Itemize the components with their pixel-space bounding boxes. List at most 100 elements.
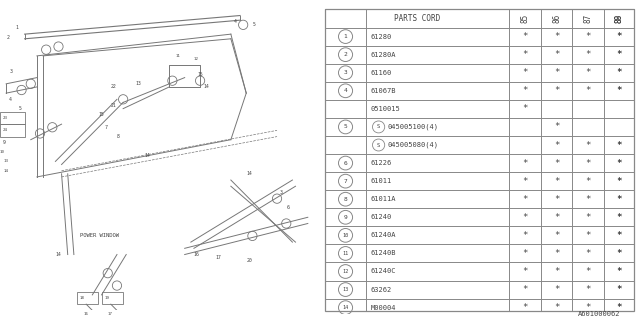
Text: *: * — [616, 303, 621, 312]
Text: *: * — [554, 50, 559, 59]
Text: 61240A: 61240A — [371, 232, 396, 238]
Text: *: * — [522, 86, 528, 95]
Text: *: * — [616, 195, 621, 204]
Text: *: * — [522, 267, 528, 276]
Text: 18: 18 — [80, 296, 85, 300]
Bar — [77, 292, 99, 304]
Text: 14: 14 — [246, 171, 252, 176]
Text: *: * — [586, 32, 591, 41]
Text: 85: 85 — [520, 14, 529, 23]
Text: *: * — [554, 303, 559, 312]
Text: 61011: 61011 — [371, 178, 392, 184]
Text: *: * — [586, 213, 591, 222]
Text: *: * — [616, 50, 621, 59]
Text: *: * — [616, 159, 621, 168]
Text: *: * — [616, 267, 621, 276]
Text: 2: 2 — [344, 52, 348, 57]
Text: 17: 17 — [108, 311, 113, 316]
Text: *: * — [522, 32, 528, 41]
Text: 14: 14 — [3, 169, 8, 173]
Text: 61240B: 61240B — [371, 251, 396, 256]
Text: *: * — [554, 249, 559, 258]
Text: 7: 7 — [105, 125, 108, 130]
Text: 61240C: 61240C — [371, 268, 396, 275]
Text: *: * — [586, 231, 591, 240]
Text: *: * — [554, 123, 559, 132]
Text: M00004: M00004 — [371, 305, 396, 311]
Text: 21: 21 — [111, 103, 116, 108]
Text: 7: 7 — [344, 179, 348, 184]
Text: 24: 24 — [3, 128, 8, 132]
Text: 11: 11 — [175, 54, 180, 58]
Text: 3: 3 — [344, 70, 348, 75]
Text: *: * — [616, 177, 621, 186]
Text: 2: 2 — [6, 35, 9, 40]
Text: *: * — [554, 213, 559, 222]
Text: *: * — [586, 267, 591, 276]
Text: *: * — [616, 32, 621, 41]
Text: 3: 3 — [280, 190, 283, 195]
Text: *: * — [616, 231, 621, 240]
Text: 3: 3 — [9, 69, 12, 74]
Text: 4: 4 — [344, 88, 348, 93]
Text: *: * — [616, 32, 621, 41]
Text: 10: 10 — [0, 150, 5, 154]
Text: 8: 8 — [344, 197, 348, 202]
Text: 12: 12 — [342, 269, 349, 274]
Text: 20: 20 — [246, 258, 252, 263]
Text: 61067B: 61067B — [371, 88, 396, 94]
Text: POWER WINDOW: POWER WINDOW — [80, 233, 119, 238]
Text: *: * — [616, 267, 621, 276]
Text: *: * — [616, 213, 621, 222]
Text: 6: 6 — [286, 205, 289, 211]
Text: *: * — [554, 177, 559, 186]
Text: *: * — [522, 285, 528, 294]
Text: 5: 5 — [252, 22, 255, 27]
Text: 045005080(4): 045005080(4) — [388, 142, 439, 148]
Text: 88: 88 — [614, 14, 623, 23]
Text: *: * — [522, 249, 528, 258]
Text: *: * — [554, 285, 559, 294]
Text: *: * — [586, 140, 591, 149]
Text: 16: 16 — [83, 311, 88, 316]
Text: *: * — [554, 231, 559, 240]
Text: *: * — [522, 104, 528, 113]
Text: 9: 9 — [344, 215, 348, 220]
Text: *: * — [616, 140, 621, 149]
Text: 0510015: 0510015 — [371, 106, 401, 112]
Text: 22: 22 — [111, 84, 116, 89]
Text: 15: 15 — [197, 72, 203, 77]
Text: 5: 5 — [344, 124, 348, 129]
Text: *: * — [554, 68, 559, 77]
Text: *: * — [586, 249, 591, 258]
Text: 13: 13 — [3, 159, 8, 164]
Text: 4: 4 — [234, 19, 237, 24]
Text: *: * — [554, 32, 559, 41]
Text: S: S — [377, 124, 380, 129]
Text: 86: 86 — [552, 14, 561, 23]
Text: *: * — [616, 86, 621, 95]
Text: *: * — [616, 249, 621, 258]
Text: 61011A: 61011A — [371, 196, 396, 202]
Text: 61240: 61240 — [371, 214, 392, 220]
Text: 61226: 61226 — [371, 160, 392, 166]
Text: *: * — [616, 285, 621, 294]
Text: *: * — [554, 267, 559, 276]
Bar — [102, 292, 123, 304]
Text: *: * — [616, 50, 621, 59]
Text: *: * — [554, 140, 559, 149]
Text: 89: 89 — [614, 14, 623, 23]
Text: *: * — [616, 68, 621, 77]
Text: 14: 14 — [203, 84, 209, 89]
Text: *: * — [586, 177, 591, 186]
Text: *: * — [522, 159, 528, 168]
Text: *: * — [616, 68, 621, 77]
Text: 11: 11 — [342, 251, 349, 256]
Text: *: * — [616, 213, 621, 222]
Text: 5: 5 — [19, 106, 21, 111]
Text: 61280A: 61280A — [371, 52, 396, 58]
Text: *: * — [522, 231, 528, 240]
Text: *: * — [522, 68, 528, 77]
Text: 87: 87 — [584, 14, 593, 23]
Text: 61160: 61160 — [371, 70, 392, 76]
